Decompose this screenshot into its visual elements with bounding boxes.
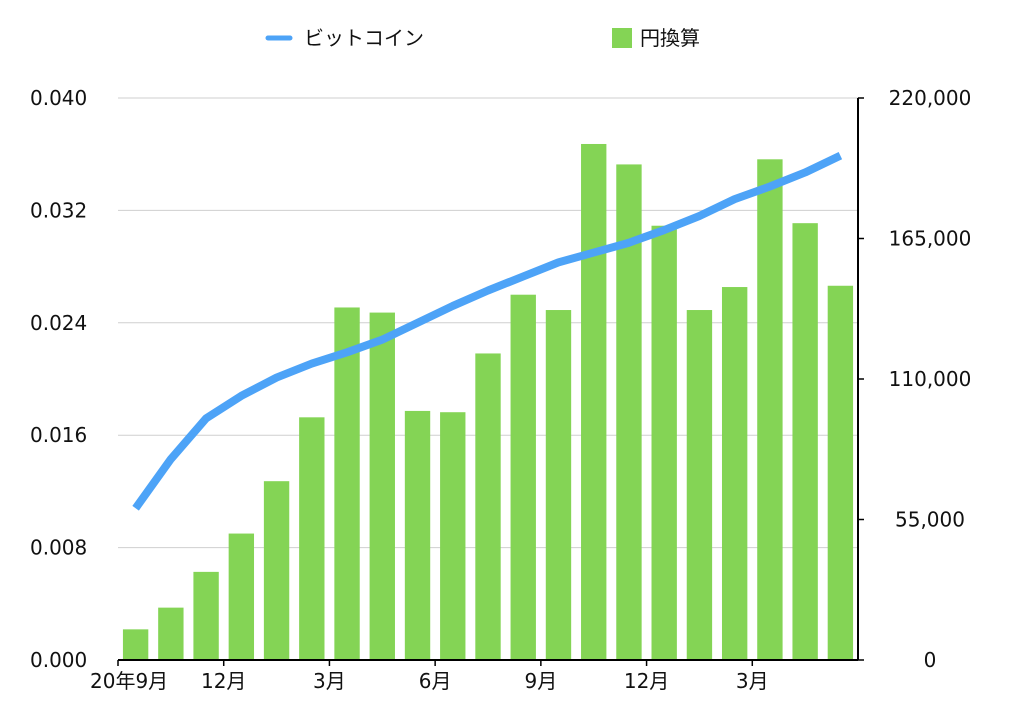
right-axis-tick-labels: 0 55,000 110,000 165,000 220,000: [889, 86, 972, 672]
bar: [757, 159, 783, 661]
bar: [440, 412, 466, 660]
bar: [792, 223, 818, 660]
bar: [158, 607, 184, 660]
right-axis-tick-label: 0: [924, 648, 937, 672]
bar: [545, 310, 572, 660]
x-axis-tick-label: 9月: [524, 669, 557, 693]
bar: [228, 533, 255, 660]
right-axis-tick-label: 165,000: [889, 227, 972, 251]
legend: ビットコイン 円換算: [265, 26, 700, 50]
legend-label-bitcoin: ビットコイン: [304, 26, 424, 50]
bar: [686, 310, 713, 660]
x-axis-tick-label: 6月: [419, 669, 452, 693]
bar: [299, 417, 325, 660]
bar: [334, 307, 360, 660]
bar: [369, 312, 395, 660]
bar-series: [122, 143, 854, 661]
right-axis-tick-label: 110,000: [889, 367, 972, 391]
x-axis-tick-labels: 20年9月 12月 3月 6月 9月 12月 3月: [90, 669, 769, 693]
line-series: [132, 151, 843, 511]
bar: [404, 410, 431, 660]
x-axis-tick-label: 20年9月: [90, 669, 168, 693]
left-axis-tick-label: 0.016: [30, 423, 87, 447]
x-axis-tick-label: 3月: [736, 669, 769, 693]
legend-label-yen: 円換算: [640, 26, 700, 50]
bar: [263, 481, 290, 660]
bar: [651, 225, 677, 660]
left-axis-tick-label: 0.032: [30, 198, 87, 222]
axes: [117, 97, 864, 666]
left-axis-tick-label: 0.008: [30, 536, 87, 560]
left-axis-tick-labels: 0.000 0.008 0.016 0.024 0.032 0.040: [30, 86, 87, 672]
bar: [581, 143, 607, 660]
bar: [193, 571, 219, 660]
bar: [122, 629, 149, 660]
left-axis-tick-label: 0.024: [30, 311, 87, 335]
line-series-path: [132, 151, 843, 511]
x-axis-tick-label: 12月: [624, 669, 669, 693]
left-axis-tick-label: 0.000: [30, 648, 87, 672]
left-axis-tick-label: 0.040: [30, 86, 87, 110]
right-axis-tick-label: 55,000: [895, 508, 965, 532]
x-axis-tick-label: 3月: [313, 669, 346, 693]
x-axis-tick-label: 12月: [201, 669, 246, 693]
bar: [510, 294, 536, 660]
right-axis-tick-label: 220,000: [889, 86, 972, 110]
bar: [827, 285, 854, 660]
bar: [721, 287, 748, 660]
legend-bar-swatch: [612, 28, 632, 48]
bar: [475, 353, 501, 660]
